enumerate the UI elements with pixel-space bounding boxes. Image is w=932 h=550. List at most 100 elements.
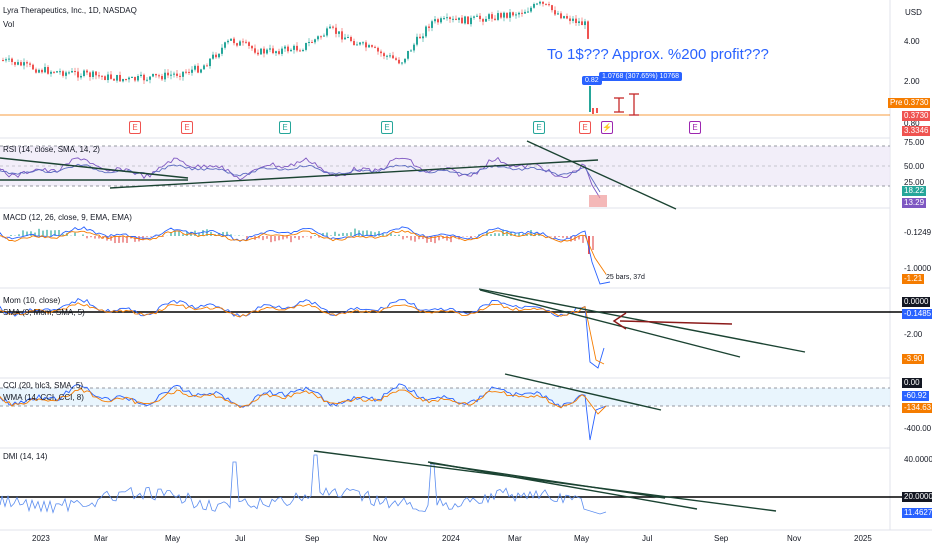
candle: [182, 71, 184, 77]
macd-histogram-bar: [390, 233, 392, 236]
candle: [47, 67, 49, 74]
candle: [233, 38, 235, 44]
macd-histogram-bar: [534, 232, 536, 236]
earnings-event-marker[interactable]: E: [181, 121, 193, 134]
rsi-trendline-down: [0, 157, 189, 179]
candle: [554, 10, 556, 15]
earnings-event-marker[interactable]: E: [533, 121, 545, 134]
candle: [260, 48, 262, 55]
candle: [230, 38, 232, 41]
macd-histogram-bar: [554, 236, 556, 238]
candle: [557, 13, 559, 15]
macd-histogram-bar: [210, 231, 212, 236]
macd-histogram-bar: [326, 232, 328, 236]
time-axis-label: Mar: [94, 534, 108, 543]
candle: [194, 65, 196, 70]
candle: [128, 77, 130, 80]
cci-value-tag: -60.92: [902, 391, 929, 401]
macd-histogram-bar: [18, 234, 20, 236]
time-axis-label: 2025: [854, 534, 872, 543]
candle: [470, 17, 472, 25]
macd-histogram-bar: [470, 236, 472, 239]
earnings-event-marker[interactable]: ⚡: [601, 121, 613, 134]
candle: [137, 75, 139, 81]
macd-histogram-bar: [514, 233, 516, 236]
macd-histogram-bar: [378, 231, 380, 236]
macd-histogram-bar: [26, 231, 28, 236]
macd-histogram-bar: [474, 236, 476, 237]
candle: [116, 74, 118, 81]
candle: [29, 63, 31, 65]
macd-histogram-bar: [126, 236, 128, 243]
candle: [86, 70, 88, 73]
candle: [221, 47, 223, 54]
candle: [245, 41, 247, 43]
candle: [134, 76, 136, 81]
macd-histogram-bar: [506, 231, 508, 236]
mom-title: Mom (10, close): [3, 296, 61, 305]
pre-market-price: 0.3730: [902, 98, 931, 108]
macd-histogram-bar: [410, 236, 412, 241]
macd-histogram-bar: [570, 236, 572, 242]
candle: [335, 27, 337, 34]
candle: [374, 46, 376, 48]
earnings-event-marker[interactable]: E: [579, 121, 591, 134]
candle: [5, 59, 7, 61]
earnings-event-marker[interactable]: E: [689, 121, 701, 134]
macd-histogram-bar: [114, 236, 116, 244]
macd-histogram-bar: [562, 236, 564, 238]
time-axis-label: 2023: [32, 534, 50, 543]
candle: [569, 18, 571, 21]
price-tick: 2.00: [904, 77, 920, 86]
candle: [209, 58, 211, 67]
candle: [173, 73, 175, 75]
earnings-event-marker[interactable]: E: [279, 121, 291, 134]
currency-label[interactable]: USD: [905, 8, 922, 17]
time-axis-label: 2024: [442, 534, 460, 543]
candle: [368, 45, 370, 48]
candle: [425, 26, 427, 37]
candle: [437, 19, 439, 23]
macd-histogram-bar: [314, 234, 316, 236]
candle: [518, 12, 520, 15]
candle: [56, 71, 58, 73]
macd-histogram-bar: [174, 230, 176, 236]
candle: [125, 78, 127, 80]
macd-histogram-bar: [282, 236, 284, 240]
mom-zero-tag: 0.0000: [902, 297, 931, 307]
macd-histogram-bar: [438, 236, 440, 241]
candle: [89, 72, 91, 77]
candle: [431, 21, 433, 28]
mom-tick: -2.00: [904, 330, 923, 339]
macd-signal-line: [0, 229, 611, 281]
cci-band: [0, 388, 890, 406]
chart-annotation: To 1$??? Approx. %200 profit???: [547, 46, 769, 63]
macd-histogram-bar: [262, 236, 264, 241]
candle: [380, 51, 382, 54]
candle: [50, 71, 52, 74]
cci-wma-tag: -134.63: [902, 403, 932, 413]
macd-histogram-bar: [510, 231, 512, 236]
candle: [179, 75, 181, 77]
candle: [143, 74, 145, 81]
time-axis-label: May: [574, 534, 590, 543]
earnings-event-marker[interactable]: E: [129, 121, 141, 134]
macd-histogram-bar: [434, 236, 436, 244]
macd-line: [0, 226, 611, 285]
candle: [524, 11, 526, 14]
candle: [68, 72, 70, 74]
measure-callout-left: 0.82: [582, 76, 602, 85]
candle: [17, 62, 19, 65]
candle: [317, 36, 319, 40]
macd-histogram-bar: [110, 236, 112, 241]
macd-histogram-bar: [350, 232, 352, 236]
earnings-event-marker[interactable]: E: [381, 121, 393, 134]
dmi-line: [0, 454, 607, 515]
time-axis-label: Jul: [235, 534, 246, 543]
candle: [278, 51, 280, 54]
macd-histogram-bar: [54, 230, 56, 236]
macd-histogram-bar: [394, 235, 396, 236]
candle: [440, 18, 442, 23]
rsi-tick: 25.00: [904, 178, 925, 187]
